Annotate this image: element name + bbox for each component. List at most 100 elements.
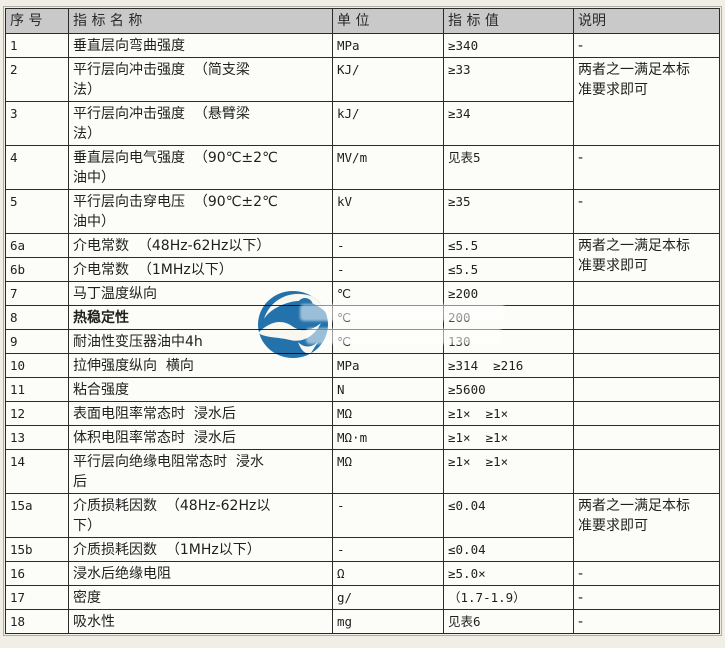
table-row: 18 吸水性 mg 见表6- xyxy=(5,609,720,634)
cell-indicator-name: 浸水后绝缘电阻 xyxy=(68,561,333,586)
col-header-description: 说明 xyxy=(573,8,720,34)
col-header-unit: 单 位 xyxy=(332,8,444,34)
cell-indicator-name: 垂直层向电气强度 （90℃±2℃ 油中） xyxy=(68,145,333,190)
cell-serial: 11 xyxy=(5,377,69,402)
cell-indicator-name: 介电常数 （48Hz-62Hz以下） xyxy=(68,233,333,258)
cell-description xyxy=(573,377,720,402)
cell-serial: 5 xyxy=(5,189,69,234)
table-row: 13 体积电阻率常态时 浸水后 MΩ·m ≥1× ≥1× xyxy=(5,425,720,450)
cell-indicator-value: ≥5600 xyxy=(443,377,574,402)
cell-serial: 13 xyxy=(5,425,69,450)
cell-description: 两者之一满足本标 准要求即可 xyxy=(573,57,720,146)
cell-indicator-value: （1.7-1.9） xyxy=(443,585,574,610)
cell-indicator-name: 介质损耗因数 （48Hz-62Hz以 下） xyxy=(68,493,333,538)
cell-unit: MV/m xyxy=(332,145,444,190)
cell-unit: g/ xyxy=(332,585,444,610)
cell-unit: ℃ xyxy=(332,281,444,306)
cell-unit: KJ/ xyxy=(332,57,444,102)
cell-unit: Ω xyxy=(332,561,444,586)
cell-indicator-name: 热稳定性 xyxy=(68,305,333,330)
cell-indicator-name: 介质损耗因数 （1MHz以下） xyxy=(68,537,333,562)
cell-unit: MΩ xyxy=(332,449,444,494)
col-header-serial: 序 号 xyxy=(5,8,69,34)
table-row: 3 平行层向冲击强度 （悬臂梁 法） kJ/≥34 xyxy=(5,101,720,146)
cell-serial: 10 xyxy=(5,353,69,378)
cell-unit: MΩ xyxy=(332,401,444,426)
cell-serial: 1 xyxy=(5,33,69,58)
cell-unit: - xyxy=(332,233,444,258)
cell-indicator-value: ≥1× ≥1× xyxy=(443,425,574,450)
cell-unit: - xyxy=(332,537,444,562)
cell-description: 两者之一满足本标 准要求即可 xyxy=(573,493,720,562)
cell-serial: 4 xyxy=(5,145,69,190)
cell-description: - xyxy=(573,189,720,234)
table-row: 8 热稳定性 ℃ 200 xyxy=(5,305,720,330)
cell-serial: 7 xyxy=(5,281,69,306)
cell-description: - xyxy=(573,561,720,586)
cell-serial: 6a xyxy=(5,233,69,258)
table-row: 15a 介质损耗因数 （48Hz-62Hz以 下） - ≤0.04 两者之一满足本标 准… xyxy=(5,493,720,562)
cell-description xyxy=(573,425,720,450)
cell-indicator-name: 平行层向冲击强度 （简支梁 法） xyxy=(68,57,333,102)
cell-unit: ℃ xyxy=(332,305,444,330)
table-row: 16 浸水后绝缘电阻 Ω ≥5.0× - xyxy=(5,561,720,586)
cell-indicator-value: ≥200 xyxy=(443,281,574,306)
cell-indicator-value: ≥35 xyxy=(443,189,574,234)
cell-indicator-name: 平行层向冲击强度 （悬臂梁 法） xyxy=(68,101,333,146)
cell-serial: 8 xyxy=(5,305,69,330)
table-row: 12 表面电阻率常态时 浸水后 MΩ ≥1× ≥1× xyxy=(5,401,720,426)
cell-indicator-value: ≤0.04 xyxy=(443,537,574,562)
table-row: 5 平行层向击穿电压 （90℃±2℃ 油中） kV ≥35- xyxy=(5,189,720,234)
col-header-indicator-value: 指 标 值 xyxy=(443,8,574,34)
cell-unit: N xyxy=(332,377,444,402)
cell-description xyxy=(573,329,720,354)
table-row: 14 平行层向绝缘电阻常态时 浸水 后 MΩ ≥1× ≥1× xyxy=(5,449,720,494)
cell-indicator-name: 平行层向绝缘电阻常态时 浸水 后 xyxy=(68,449,333,494)
cell-unit: MPa xyxy=(332,33,444,58)
cell-indicator-value: 见表6 xyxy=(443,609,574,634)
cell-indicator-value: ≥5.0× xyxy=(443,561,574,586)
table-row: 15b 介质损耗因数 （1MHz以下） - ≤0.04 xyxy=(5,537,720,562)
table-row: 17 密度 g/（1.7-1.9） - xyxy=(5,585,720,610)
cell-description: - xyxy=(573,585,720,610)
cell-indicator-value: ≥314 ≥216 xyxy=(443,353,574,378)
cell-indicator-value: 200 xyxy=(443,305,574,330)
cell-unit: kJ/ xyxy=(332,101,444,146)
cell-indicator-value: ≥1× ≥1× xyxy=(443,401,574,426)
cell-unit: - xyxy=(332,257,444,282)
cell-serial: 9 xyxy=(5,329,69,354)
cell-serial: 2 xyxy=(5,57,69,102)
cell-unit: - xyxy=(332,493,444,538)
cell-indicator-name: 介电常数 （1MHz以下） xyxy=(68,257,333,282)
cell-description xyxy=(573,281,720,306)
cell-description: - xyxy=(573,33,720,58)
cell-indicator-value: ≤5.5 xyxy=(443,233,574,258)
table-row: 7 马丁温度纵向 ℃ ≥200 xyxy=(5,281,720,306)
cell-serial: 15a xyxy=(5,493,69,538)
table-row: 2 平行层向冲击强度 （简支梁 法） KJ/≥33 两者之一满足本标 准要求即可 xyxy=(5,57,720,146)
cell-indicator-name: 耐油性变压器油中4h xyxy=(68,329,333,354)
cell-unit: MPa xyxy=(332,353,444,378)
cell-serial: 3 xyxy=(5,101,69,146)
cell-serial: 18 xyxy=(5,609,69,634)
cell-unit: kV xyxy=(332,189,444,234)
cell-serial: 12 xyxy=(5,401,69,426)
cell-indicator-value: 130 xyxy=(443,329,574,354)
table-row: 4 垂直层向电气强度 （90℃±2℃ 油中） MV/m 见表5- xyxy=(5,145,720,190)
cell-description xyxy=(573,401,720,426)
cell-serial: 6b xyxy=(5,257,69,282)
cell-indicator-name: 粘合强度 xyxy=(68,377,333,402)
cell-indicator-name: 表面电阻率常态时 浸水后 xyxy=(68,401,333,426)
cell-unit: mg xyxy=(332,609,444,634)
table-row: 11 粘合强度 N ≥5600 xyxy=(5,377,720,402)
cell-indicator-name: 吸水性 xyxy=(68,609,333,634)
table-row: 10 拉伸强度纵向 横向 MPa ≥314 ≥216 xyxy=(5,353,720,378)
cell-indicator-value: ≥33 xyxy=(443,57,574,102)
cell-indicator-value: ≤5.5 xyxy=(443,257,574,282)
table-row: 6b 介电常数 （1MHz以下） - ≤5.5 xyxy=(5,257,720,282)
cell-indicator-value: ≥1× ≥1× xyxy=(443,449,574,494)
table-row: 9 耐油性变压器油中4h ℃ 130 xyxy=(5,329,720,354)
cell-indicator-name: 体积电阻率常态时 浸水后 xyxy=(68,425,333,450)
cell-indicator-value: ≤0.04 xyxy=(443,493,574,538)
